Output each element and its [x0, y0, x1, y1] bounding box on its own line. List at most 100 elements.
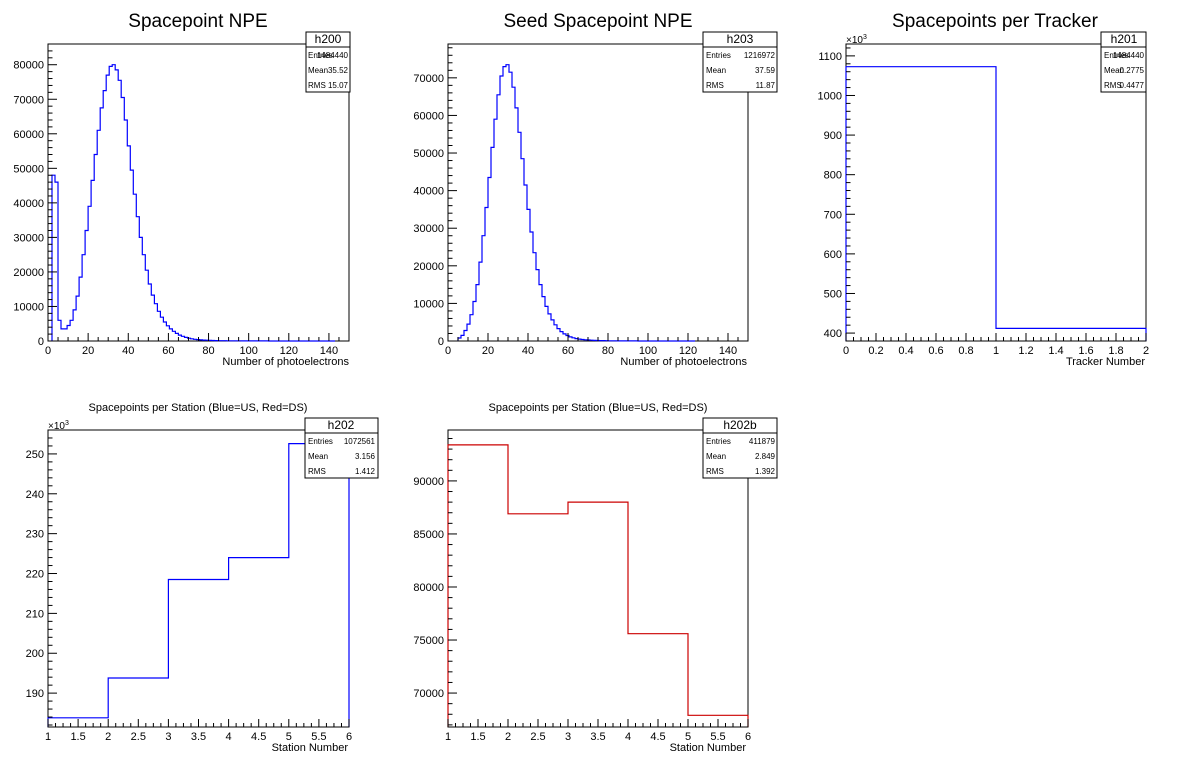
stats-label-rms: RMS	[308, 467, 326, 476]
x-tick-label: 5.5	[311, 731, 326, 743]
histogram-line	[845, 66, 1147, 341]
stats-box	[702, 417, 778, 479]
stats-value-entries: 411879	[749, 437, 776, 446]
histogram-line	[47, 443, 350, 727]
stats-box	[702, 31, 778, 93]
x-tick-label: 0	[45, 345, 51, 357]
panel-title: Spacepoints per Tracker	[892, 11, 1099, 32]
stats-box-frame	[305, 31, 351, 93]
stats-box-frame	[1100, 31, 1147, 93]
x-tick-label: 2.5	[530, 731, 545, 743]
x-tick-label: 1.4	[1048, 345, 1063, 357]
x-tick-label: 5	[685, 731, 691, 743]
x-tick-label: 80	[202, 345, 214, 357]
y-tick-label: 60000	[13, 129, 44, 141]
panel-spacepoints-per-station-ds: Spacepoints per Station (Blue=US, Red=DS…	[413, 402, 778, 754]
y-tick-label: 210	[26, 608, 44, 620]
stats-value-mean: 2.849	[755, 452, 776, 461]
y-tick-label: 70000	[413, 688, 444, 700]
y-tick-label: 200	[26, 648, 44, 660]
x-tick-label: 4	[226, 731, 232, 743]
stats-box	[305, 31, 351, 93]
x-tick-label: 1.6	[1078, 345, 1093, 357]
stats-label-entries: Entries	[1104, 51, 1129, 60]
stats-box-frame	[702, 31, 778, 93]
y-tick-label: 40000	[413, 186, 444, 198]
stats-label-mean: Mean	[308, 66, 328, 75]
y-tick-label: 10000	[13, 301, 44, 313]
panel-title: Spacepoints per Station (Blue=US, Red=DS…	[489, 402, 708, 414]
y-tick-label: 800	[824, 170, 842, 182]
y-tick-label: 230	[26, 529, 44, 541]
x-tick-label: 0.4	[898, 345, 913, 357]
y-tick-label: 60000	[413, 110, 444, 122]
x-tick-label: 5	[286, 731, 292, 743]
x-tick-label: 0.2	[868, 345, 883, 357]
y-tick-label: 40000	[13, 198, 44, 210]
panel-title: Spacepoint NPE	[128, 11, 267, 32]
y-tick-label: 240	[26, 489, 44, 501]
x-tick-label: 2	[105, 731, 111, 743]
x-axis-label: Number of photoelectrons	[620, 356, 747, 368]
stats-value-entries: 1484440	[317, 51, 349, 60]
y-tick-label: 250	[26, 449, 44, 461]
stats-value-entries: 1216972	[744, 51, 776, 60]
histogram-line	[51, 64, 335, 342]
y-tick-label: 50000	[413, 148, 444, 160]
stats-value-mean: 35.52	[328, 66, 349, 75]
stats-label-rms: RMS	[308, 81, 326, 90]
y-tick-label: 600	[824, 249, 842, 261]
histogram-line	[457, 64, 695, 342]
stats-box-name: h203	[727, 32, 754, 46]
y-tick-label: 0	[38, 336, 44, 348]
y-tick-label: 700	[824, 209, 842, 221]
stats-label-rms: RMS	[706, 81, 724, 90]
x-tick-label: 2	[505, 731, 511, 743]
stats-box	[1100, 31, 1147, 93]
x-tick-label: 140	[320, 345, 338, 357]
y-tick-label: 1100	[818, 51, 842, 63]
x-tick-label: 40	[122, 345, 134, 357]
x-tick-label: 120	[679, 345, 697, 357]
stats-label-mean: Mean	[1104, 66, 1124, 75]
x-tick-label: 6	[346, 731, 352, 743]
stats-label-mean: Mean	[706, 452, 726, 461]
x-axis-label: Number of photoelectrons	[222, 356, 349, 368]
x-tick-label: 4.5	[251, 731, 266, 743]
stats-box-name: h202b	[723, 418, 757, 432]
y-tick-label: 1000	[818, 90, 842, 102]
x-tick-label: 5.5	[710, 731, 725, 743]
x-tick-label: 0.6	[928, 345, 943, 357]
stats-value-rms: 1.392	[755, 467, 776, 476]
x-tick-label: 140	[719, 345, 737, 357]
x-tick-label: 6	[745, 731, 751, 743]
stats-value-entries: 1484440	[1113, 51, 1145, 60]
y-tick-label: 20000	[413, 261, 444, 273]
x-tick-label: 2.5	[131, 731, 146, 743]
stats-label-rms: RMS	[706, 467, 724, 476]
stats-box-frame	[304, 417, 379, 479]
x-axis-label: Tracker Number	[1066, 356, 1145, 368]
x-tick-label: 1	[45, 731, 51, 743]
x-tick-label: 1	[445, 731, 451, 743]
y-tick-label: 900	[824, 130, 842, 142]
stats-value-rms: 15.07	[328, 81, 349, 90]
x-tick-label: 1	[993, 345, 999, 357]
y-tick-label: 30000	[413, 223, 444, 235]
x-tick-label: 1.5	[70, 731, 85, 743]
stats-label-mean: Mean	[706, 66, 726, 75]
stats-value-rms: 0.4477	[1120, 81, 1145, 90]
x-tick-label: 40	[522, 345, 534, 357]
panel-spacepoint-npe: Spacepoint NPE Number of photoelectrons …	[13, 11, 351, 368]
x-tick-label: 120	[280, 345, 298, 357]
stats-box-name: h201	[1111, 32, 1138, 46]
x-tick-label: 20	[482, 345, 494, 357]
x-tick-label: 3	[165, 731, 171, 743]
y-tick-label: 50000	[13, 163, 44, 175]
y-tick-label: 75000	[413, 635, 444, 647]
y-tick-label: 30000	[13, 232, 44, 244]
y-tick-label: 80000	[413, 582, 444, 594]
x-tick-label: 60	[562, 345, 574, 357]
stats-box-name: h202	[328, 418, 355, 432]
y-tick-label: 20000	[13, 267, 44, 279]
